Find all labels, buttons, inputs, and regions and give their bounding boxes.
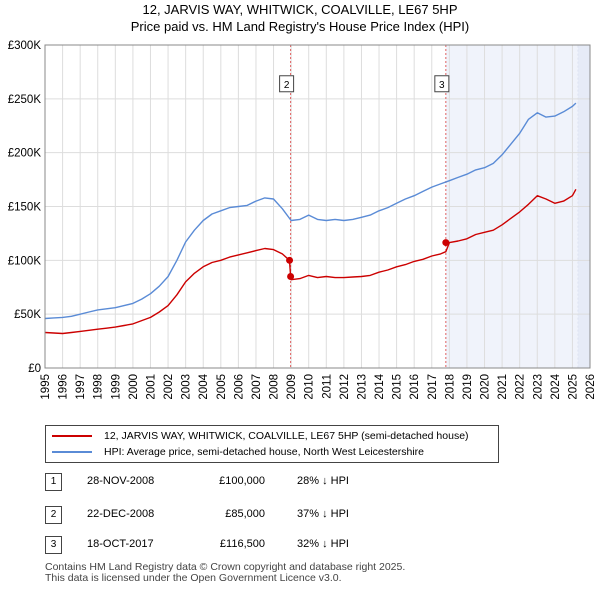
x-tick-label: 1999 bbox=[110, 374, 122, 400]
sale-number-box bbox=[434, 75, 450, 93]
chart-legend: 12, JARVIS WAY, WHITWICK, COALVILLE, LE6… bbox=[45, 425, 499, 463]
x-tick-label: 2017 bbox=[427, 374, 439, 400]
transaction-price: £85,000 bbox=[225, 508, 265, 520]
x-tick-label: 2009 bbox=[286, 374, 298, 400]
transaction-hpi-diff: 37% ↓ HPI bbox=[297, 508, 349, 520]
x-tick-label: 2012 bbox=[339, 374, 351, 400]
footer-attribution: Contains HM Land Registry data © Crown c… bbox=[45, 562, 405, 584]
y-tick-label: £300K bbox=[8, 40, 42, 52]
x-tick-label: 2023 bbox=[532, 374, 544, 400]
x-tick-label: 2000 bbox=[128, 374, 140, 400]
x-tick-label: 2010 bbox=[304, 374, 316, 400]
legend-swatch-property bbox=[52, 435, 92, 437]
sale-number-label: 2 bbox=[284, 80, 290, 91]
x-tick-label: 2013 bbox=[356, 374, 368, 400]
transaction-date: 18-OCT-2017 bbox=[87, 538, 154, 550]
y-tick-label: £100K bbox=[8, 255, 42, 267]
legend-swatch-hpi bbox=[52, 451, 92, 453]
x-tick-label: 1998 bbox=[93, 374, 105, 400]
sale-marker bbox=[286, 256, 294, 264]
x-tick-label: 2008 bbox=[269, 374, 281, 400]
x-tick-label: 2022 bbox=[515, 374, 527, 400]
x-tick-label: 2006 bbox=[233, 374, 245, 400]
footer-line1: Contains HM Land Registry data © Crown c… bbox=[45, 561, 406, 573]
x-tick-label: 1995 bbox=[40, 374, 52, 400]
y-tick-label: £50K bbox=[14, 309, 41, 321]
price-chart: £0 £50K £100K £150K £200K £250K £300K 1995 1996 1… bbox=[8, 40, 597, 400]
transaction-hpi-diff: 32% ↓ HPI bbox=[297, 538, 349, 550]
x-tick-label: 2004 bbox=[198, 373, 210, 399]
x-tick-label: 2001 bbox=[145, 374, 157, 400]
x-tick-label: 2024 bbox=[550, 373, 562, 399]
transaction-number: 3 bbox=[45, 536, 62, 554]
transaction-date: 28-NOV-2008 bbox=[87, 475, 155, 487]
x-tick-label: 2011 bbox=[321, 374, 333, 399]
x-tick-label: 2025 bbox=[567, 374, 579, 400]
transaction-price: £100,000 bbox=[219, 475, 265, 487]
y-tick-label: £200K bbox=[8, 148, 42, 160]
x-tick-label: 2020 bbox=[480, 374, 492, 400]
y-tick-label: £150K bbox=[8, 202, 42, 214]
transaction-date: 22-DEC-2008 bbox=[87, 508, 155, 520]
sale-marker bbox=[442, 239, 450, 247]
legend-label-hpi: HPI: Average price, semi-detached house,… bbox=[104, 446, 425, 458]
x-tick-label: 1997 bbox=[75, 374, 87, 400]
x-tick-label: 2021 bbox=[497, 374, 509, 400]
x-tick-label: 2005 bbox=[216, 374, 228, 400]
transaction-number: 2 bbox=[45, 506, 62, 524]
transaction-number: 1 bbox=[45, 473, 62, 491]
hpi-line bbox=[44, 102, 577, 320]
sale-number-label: 3 bbox=[439, 80, 445, 91]
transaction-price: £116,500 bbox=[219, 538, 265, 550]
chart-title-line2: Price paid vs. HM Land Registry's House … bbox=[130, 19, 470, 34]
x-tick-label: 1996 bbox=[58, 374, 70, 400]
x-tick-label: 2014 bbox=[374, 373, 386, 399]
legend-label-property: 12, JARVIS WAY, WHITWICK, COALVILLE, LE6… bbox=[104, 430, 469, 442]
x-tick-label: 2016 bbox=[409, 374, 421, 400]
y-tick-label: £250K bbox=[8, 94, 42, 106]
sale-marker bbox=[287, 272, 295, 280]
footer-line2: This data is licensed under the Open Gov… bbox=[45, 572, 342, 584]
chart-title-line1: 12, JARVIS WAY, WHITWICK, COALVILLE, LE6… bbox=[142, 2, 458, 17]
property-price-line bbox=[44, 188, 577, 335]
y-tick-label: £0 bbox=[28, 363, 41, 375]
x-tick-label: 2018 bbox=[444, 374, 456, 400]
legend-item-property: 12, JARVIS WAY, WHITWICK, COALVILLE, LE6… bbox=[52, 429, 469, 443]
x-tick-label: 2026 bbox=[585, 374, 597, 400]
x-tick-label: 2015 bbox=[392, 374, 404, 400]
transaction-hpi-diff: 28% ↓ HPI bbox=[297, 475, 349, 487]
x-tick-label: 2007 bbox=[251, 374, 263, 400]
x-tick-label: 2002 bbox=[163, 374, 175, 400]
sale-number-box bbox=[279, 75, 295, 93]
x-tick-label: 2003 bbox=[181, 374, 193, 400]
plot-border bbox=[44, 44, 591, 369]
legend-item-hpi: HPI: Average price, semi-detached house,… bbox=[52, 445, 424, 459]
x-tick-label: 2019 bbox=[462, 374, 474, 400]
